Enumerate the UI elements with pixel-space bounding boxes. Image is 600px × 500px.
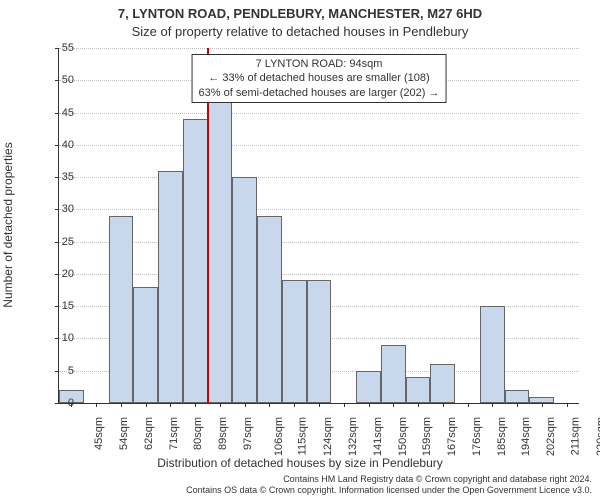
ytick-label: 25	[46, 236, 74, 248]
xtick-mark	[96, 403, 97, 407]
gridline	[59, 48, 579, 49]
ytick-label: 50	[46, 74, 74, 86]
bar	[406, 377, 431, 403]
xtick-label: 167sqm	[446, 417, 458, 456]
bar	[257, 216, 282, 403]
footer-line1: Contains HM Land Registry data © Crown c…	[186, 474, 592, 485]
ytick-label: 0	[46, 397, 74, 409]
xtick-mark	[468, 403, 469, 407]
xtick-label: 80sqm	[192, 417, 204, 450]
bar	[208, 80, 233, 403]
xtick-label: 62sqm	[143, 417, 155, 450]
xtick-mark	[245, 403, 246, 407]
gridline	[59, 274, 579, 275]
ytick-label: 20	[46, 268, 74, 280]
xtick-mark	[517, 403, 518, 407]
xtick-label: 124sqm	[322, 417, 334, 456]
bar	[356, 371, 381, 403]
xtick-label: 71sqm	[168, 417, 180, 450]
xtick-mark	[344, 403, 345, 407]
xtick-label: 185sqm	[496, 417, 508, 456]
xtick-mark	[269, 403, 270, 407]
y-axis-label: Number of detached properties	[1, 142, 15, 307]
annotation-line2: ← 33% of detached houses are smaller (10…	[199, 71, 440, 85]
xtick-label: 97sqm	[242, 417, 254, 450]
xtick-label: 220sqm	[595, 417, 600, 456]
xtick-mark	[294, 403, 295, 407]
ytick-label: 45	[46, 107, 74, 119]
ytick-label: 40	[46, 139, 74, 151]
xtick-mark	[195, 403, 196, 407]
bar	[109, 216, 134, 403]
chart-title-line1: 7, LYNTON ROAD, PENDLEBURY, MANCHESTER, …	[0, 6, 600, 21]
xtick-label: 45sqm	[93, 417, 105, 450]
xtick-label: 202sqm	[545, 417, 557, 456]
bar	[232, 177, 257, 403]
gridline	[59, 242, 579, 243]
ytick-label: 55	[46, 42, 74, 54]
bar	[133, 287, 158, 403]
footer-line2: Contains OS data © Crown copyright. Info…	[186, 485, 592, 496]
footer-attribution: Contains HM Land Registry data © Crown c…	[186, 474, 592, 496]
xtick-mark	[319, 403, 320, 407]
xtick-label: 211sqm	[569, 417, 581, 455]
annotation-line1: 7 LYNTON ROAD: 94sqm	[199, 57, 440, 71]
xtick-label: 150sqm	[397, 417, 409, 456]
xtick-mark	[418, 403, 419, 407]
bar	[307, 280, 332, 403]
xtick-mark	[369, 403, 370, 407]
annotation-box: 7 LYNTON ROAD: 94sqm ← 33% of detached h…	[192, 54, 447, 103]
annotation-line3: 63% of semi-detached houses are larger (…	[199, 86, 440, 100]
bar	[183, 119, 208, 403]
xtick-mark	[220, 403, 221, 407]
x-axis-label: Distribution of detached houses by size …	[0, 456, 600, 470]
chart-title-line2: Size of property relative to detached ho…	[0, 24, 600, 39]
ytick-label: 10	[46, 332, 74, 344]
ytick-label: 35	[46, 171, 74, 183]
xtick-label: 106sqm	[273, 417, 285, 456]
xtick-label: 159sqm	[421, 417, 433, 456]
gridline	[59, 177, 579, 178]
ytick-label: 30	[46, 203, 74, 215]
xtick-mark	[542, 403, 543, 407]
bar	[282, 280, 307, 403]
xtick-mark	[170, 403, 171, 407]
bar	[158, 171, 183, 403]
gridline	[59, 145, 579, 146]
bar	[505, 390, 530, 403]
bar	[381, 345, 406, 403]
bar	[480, 306, 505, 403]
ytick-label: 5	[46, 365, 74, 377]
xtick-label: 89sqm	[217, 417, 229, 450]
xtick-label: 194sqm	[520, 417, 532, 456]
xtick-mark	[121, 403, 122, 407]
gridline	[59, 209, 579, 210]
xtick-label: 141sqm	[372, 417, 384, 456]
xtick-mark	[443, 403, 444, 407]
xtick-label: 54sqm	[118, 417, 130, 450]
ytick-label: 15	[46, 300, 74, 312]
xtick-label: 132sqm	[347, 417, 359, 456]
xtick-mark	[393, 403, 394, 407]
plot-area: 7 LYNTON ROAD: 94sqm ← 33% of detached h…	[58, 48, 579, 404]
xtick-mark	[567, 403, 568, 407]
xtick-label: 176sqm	[471, 417, 483, 456]
xtick-mark	[492, 403, 493, 407]
xtick-label: 115sqm	[297, 417, 309, 455]
bar	[430, 364, 455, 403]
xtick-mark	[146, 403, 147, 407]
gridline	[59, 113, 579, 114]
